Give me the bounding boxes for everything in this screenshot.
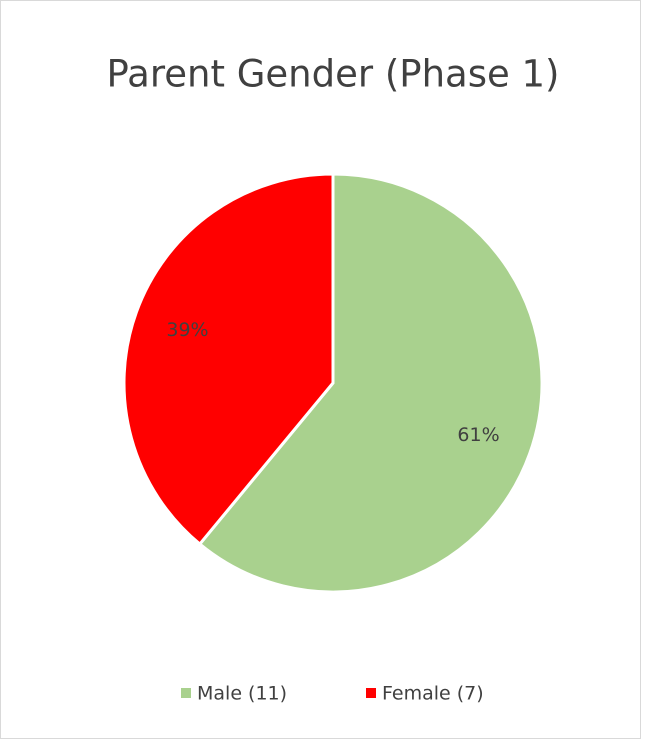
legend-swatch	[181, 688, 191, 698]
pie-slice	[122, 172, 335, 547]
legend-label: Female (7)	[382, 683, 484, 705]
legend-swatch	[366, 688, 376, 698]
pie-slice	[197, 172, 544, 594]
data-label: 61%	[457, 424, 499, 446]
data-label: 39%	[166, 319, 208, 341]
legend-label: Male (11)	[197, 683, 287, 705]
chart-title: Parent Gender (Phase 1)	[107, 53, 560, 96]
